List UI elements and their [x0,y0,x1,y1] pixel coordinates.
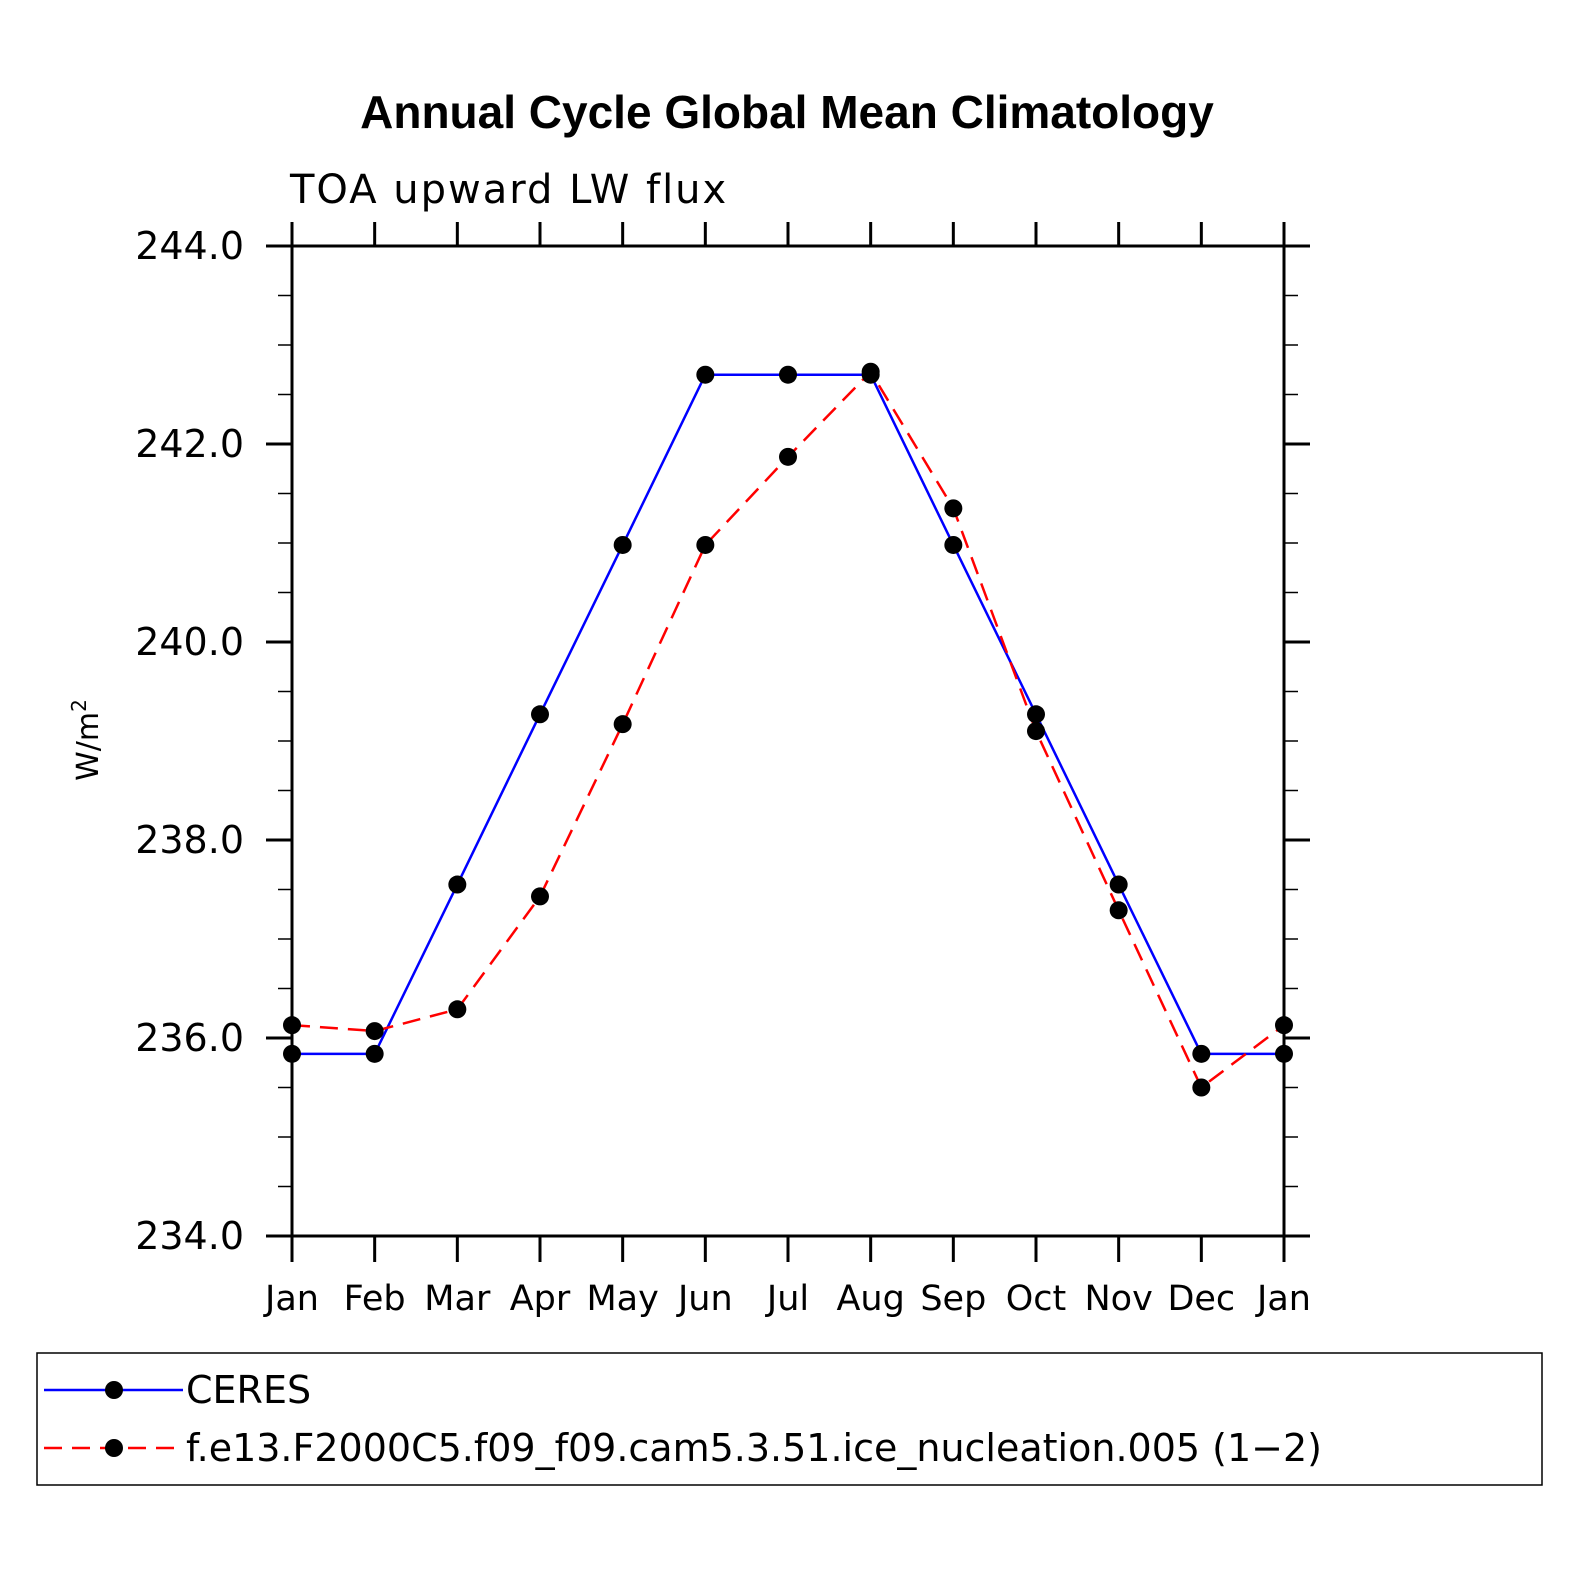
x-tick-label: Jan [1255,1279,1311,1319]
x-tick-label: Mar [424,1279,491,1319]
series-2-point [365,1022,384,1041]
series-1-point [365,1044,384,1063]
x-tick-label: Aug [836,1279,904,1319]
x-tick-labels: Jan Feb Mar Apr May Jun Jul Aug Sep Oct Nov Dec Jan [263,1279,1311,1319]
series-1-point [531,705,549,724]
x-tick-label: Feb [344,1279,406,1319]
legend-marker-1 [105,1381,123,1399]
series-1-point [1109,875,1128,894]
y-tick-label: 236.0 [135,1016,244,1060]
series-1-point [1192,1044,1211,1063]
series-2-point [1275,1016,1293,1035]
series-2-point [448,1000,467,1019]
legend-marker-2 [105,1439,123,1457]
y-tick-labels: 234.0 236.0 238.0 240.0 242.0 244.0 [135,224,244,1258]
y-tick-label: 234.0 [135,1214,244,1258]
legend-label-1: CERES [186,1368,311,1412]
series-2-point [861,362,880,381]
svg-text:W/m2: W/m2 [67,699,106,781]
series-line-1 [292,373,1284,1056]
series-1-point [1027,705,1045,724]
series-line-2 [291,369,1285,1090]
series-2-point [1192,1078,1211,1097]
legend: CERES f.e13.F2000C5.f09_f09.cam5.3.51.ice… [36,1352,1543,1486]
x-tick-label: Jul [765,1279,809,1319]
legend-box [36,1352,1543,1486]
series-1-point [696,365,715,384]
series-1-point [448,875,467,894]
y-axis-label-superscript: 2 [67,699,91,712]
y-tick-label: 240.0 [135,620,244,664]
series-2-point [1027,722,1045,741]
x-tick-label: Dec [1167,1279,1235,1319]
legend-entries: CERES f.e13.F2000C5.f09_f09.cam5.3.51.ice… [44,1368,1322,1470]
x-tick-label: Jan [263,1279,319,1319]
series-1-point [1275,1044,1293,1063]
axis-ticks [266,222,1310,1262]
legend-label-2: f.e13.F2000C5.f09_f09.cam5.3.51.ice_nucl… [186,1426,1322,1470]
series-2-point [779,447,797,466]
y-axis-label-text: W/m [71,712,106,781]
series-1-point [283,1044,301,1063]
y-tick-label: 238.0 [135,818,244,862]
x-tick-label: May [586,1279,658,1319]
chart-subtitle: TOA upward LW flux [289,167,728,213]
y-tick-label: 242.0 [135,422,244,466]
x-tick-label: Apr [510,1279,571,1319]
series-2-point [283,1016,301,1035]
y-tick-label: 244.0 [135,224,244,268]
x-tick-label: Sep [920,1279,986,1319]
series-2-point [696,535,715,554]
x-tick-label: Nov [1085,1279,1153,1319]
series-lines [291,369,1285,1090]
plot-frame [290,244,1286,1238]
series-1-point [779,365,797,384]
series-1-point [944,535,963,554]
series-2-point [531,887,549,906]
x-tick-label: Oct [1006,1279,1067,1319]
series-2-point [944,499,963,518]
y-axis-label: W/m2 [67,699,106,781]
series-markers [283,362,1293,1097]
x-tick-label: Jun [676,1279,733,1319]
chart-title: Annual Cycle Global Mean Climatology [360,86,1214,138]
series-1-point [613,535,632,554]
series-2-point [613,715,632,734]
series-2-point [1109,901,1128,920]
